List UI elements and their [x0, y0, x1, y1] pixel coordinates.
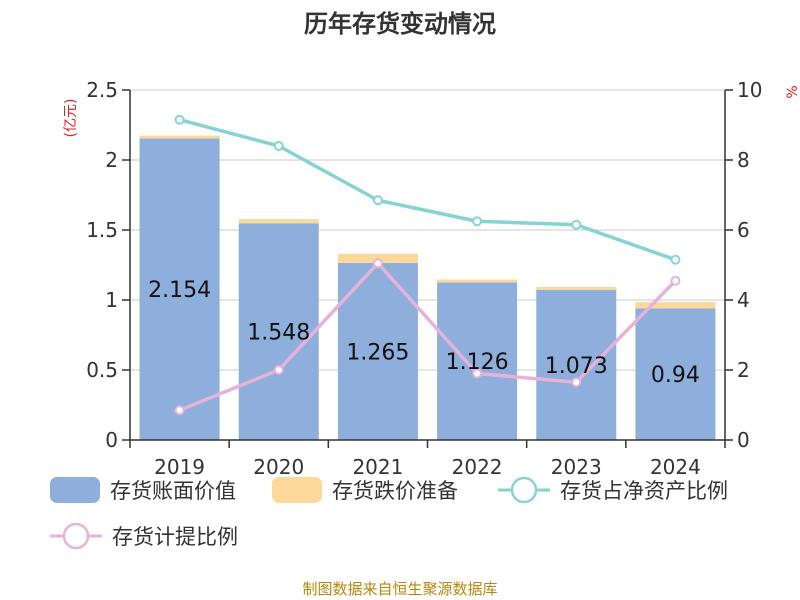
right-axis-unit: %	[785, 85, 800, 98]
legend-marker	[510, 476, 538, 504]
bar-book-value	[139, 138, 220, 440]
provision-ratio-point	[273, 365, 284, 375]
x-tick-label: 2024	[650, 455, 701, 479]
legend-label: 存货账面价值	[110, 479, 236, 503]
legend-label: 存货跌价准备	[332, 479, 458, 503]
data-label: 1.126	[446, 350, 509, 375]
bar-book-value	[437, 282, 518, 440]
bar-book-value	[635, 308, 716, 440]
left-tick-label: 1	[105, 288, 118, 312]
provision-ratio-point	[670, 275, 681, 286]
bar-book-value	[536, 289, 617, 440]
line-series	[174, 114, 681, 416]
bar-reserve	[635, 302, 716, 309]
x-tick-label: 2023	[551, 455, 602, 479]
right-tick-label: 4	[737, 288, 750, 312]
provision-ratio-point	[174, 405, 185, 416]
ratio-net-assets-point	[670, 254, 681, 265]
data-label: 1.548	[247, 321, 310, 346]
legend-swatch	[50, 477, 100, 503]
data-label: 2.154	[148, 278, 211, 303]
provision-ratio-point	[571, 377, 582, 388]
left-axis-unit: (亿元)	[63, 99, 79, 138]
source-note: 制图数据来自恒生聚源数据库	[302, 580, 497, 598]
bar-book-value	[238, 223, 319, 440]
ratio-net-assets-point	[273, 141, 284, 151]
ratio-net-assets-point	[571, 219, 582, 230]
bar-series	[139, 135, 716, 440]
legend-marker	[62, 522, 90, 550]
ratio-net-assets-point	[372, 195, 383, 206]
legend-label: 存货计提比例	[112, 525, 238, 549]
data-label: 1.073	[545, 354, 608, 379]
right-tick-label: 10	[737, 78, 762, 102]
data-labels: 2.154 1.548 1.265 1.126 1.073 0.94	[148, 278, 700, 388]
bar-reserve	[437, 279, 518, 283]
bar-reserve	[238, 219, 319, 224]
provision-ratio-point	[372, 258, 383, 269]
x-tick-label: 2022	[452, 455, 503, 479]
ratio-net-assets-line	[179, 118, 676, 262]
axes: 0 0.5 1 1.5 2 2.5 0 2 4 6 8 10 2019 2020 2021 2022 2023 2…	[86, 78, 762, 479]
x-tick-label: 2019	[154, 455, 205, 479]
right-tick-label: 6	[737, 218, 750, 242]
provision-ratio-line	[178, 261, 677, 412]
right-tick-label: 0	[737, 428, 750, 452]
ratio-net-assets-point	[472, 216, 483, 227]
legend-swatch	[272, 477, 322, 503]
left-tick-label: 0.5	[86, 358, 118, 382]
left-tick-label: 2	[105, 148, 118, 172]
left-tick-label: 2.5	[86, 78, 118, 102]
right-tick-label: 2	[737, 358, 750, 382]
legend-label: 存货占净资产比例	[560, 479, 728, 503]
x-tick-label: 2020	[253, 455, 304, 479]
provision-ratio-point	[472, 368, 483, 379]
bar-reserve	[139, 135, 220, 139]
data-label: 0.94	[651, 363, 700, 388]
x-tick-label: 2021	[352, 455, 403, 479]
left-tick-label: 0	[105, 428, 118, 452]
left-tick-label: 1.5	[86, 218, 118, 242]
bar-reserve	[536, 286, 617, 290]
chart-title: 历年存货变动情况	[304, 10, 496, 38]
right-tick-label: 8	[737, 148, 750, 172]
ratio-net-assets-point	[174, 114, 185, 125]
data-label: 1.265	[346, 340, 409, 365]
